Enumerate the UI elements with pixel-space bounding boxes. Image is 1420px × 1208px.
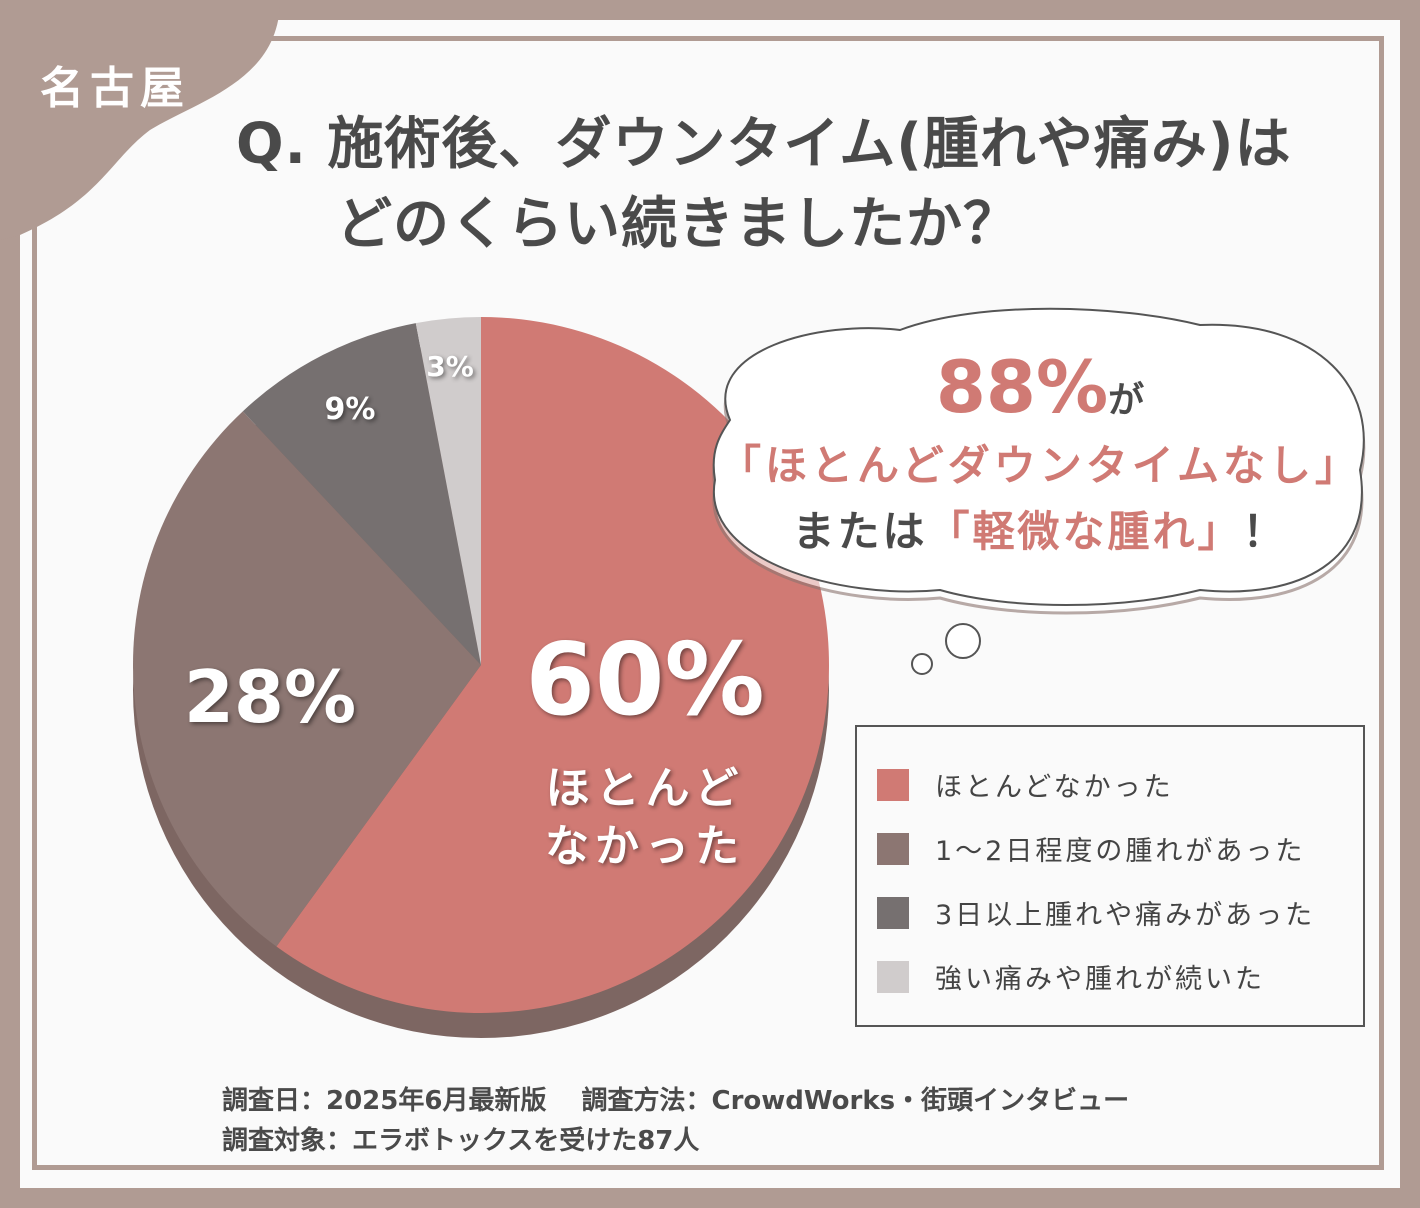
legend-item: ほとんどなかった: [877, 765, 1174, 804]
label-60-sub1: ほとんど: [545, 763, 745, 814]
label-60: 60%: [525, 621, 765, 738]
bubble-dot-small: [911, 653, 933, 675]
pie-slice-2: [242, 323, 481, 665]
pie-slice-3: [415, 317, 481, 665]
legend-swatch: [877, 960, 909, 993]
footer-line2: 調査対象：エラボトックスを受けた87人: [222, 1126, 700, 1156]
title-line1: Q. 施術後、ダウンタイム(腫れや痛み)は: [236, 112, 1292, 177]
callout-line1: 88%が: [935, 345, 1145, 429]
label-28: 28%: [183, 655, 357, 739]
question-title: Q. 施術後、ダウンタイム(腫れや痛み)は どのくらい続きましたか？: [236, 105, 1291, 265]
legend-item: 1〜2日程度の腫れがあった: [877, 829, 1305, 868]
pie-slice-0: [276, 317, 830, 1013]
label-3: 3%: [426, 350, 474, 383]
region-label: 名古屋: [40, 63, 190, 114]
legend-swatch: [877, 832, 909, 865]
legend-swatch: [877, 896, 909, 929]
frame-border: [32, 36, 1384, 1170]
legend: ほとんどなかった 1〜2日程度の腫れがあった 3日以上腫れや痛みがあった 強い痛…: [855, 725, 1365, 1027]
legend-item: 強い痛みや腫れが続いた: [877, 957, 1265, 996]
title-line2: どのくらい続きましたか？: [336, 192, 1020, 257]
bubble-dot-large: [945, 623, 981, 659]
legend-swatch: [877, 768, 909, 801]
corner-blob: [0, 0, 280, 240]
footer-line1: 調査日：2025年6月最新版 調査方法：CrowdWorks・街頭インタビュー: [222, 1086, 1130, 1116]
callout-line2: 「ほとんどダウンタイムなし」: [719, 441, 1361, 490]
label-60-sub2: なかった: [545, 821, 745, 872]
label-9: 9%: [324, 392, 376, 427]
callout-line3: または「軽微な腫れ」！: [792, 507, 1288, 556]
legend-item: 3日以上腫れや痛みがあった: [877, 893, 1315, 932]
pie-slice-1: [132, 411, 481, 947]
